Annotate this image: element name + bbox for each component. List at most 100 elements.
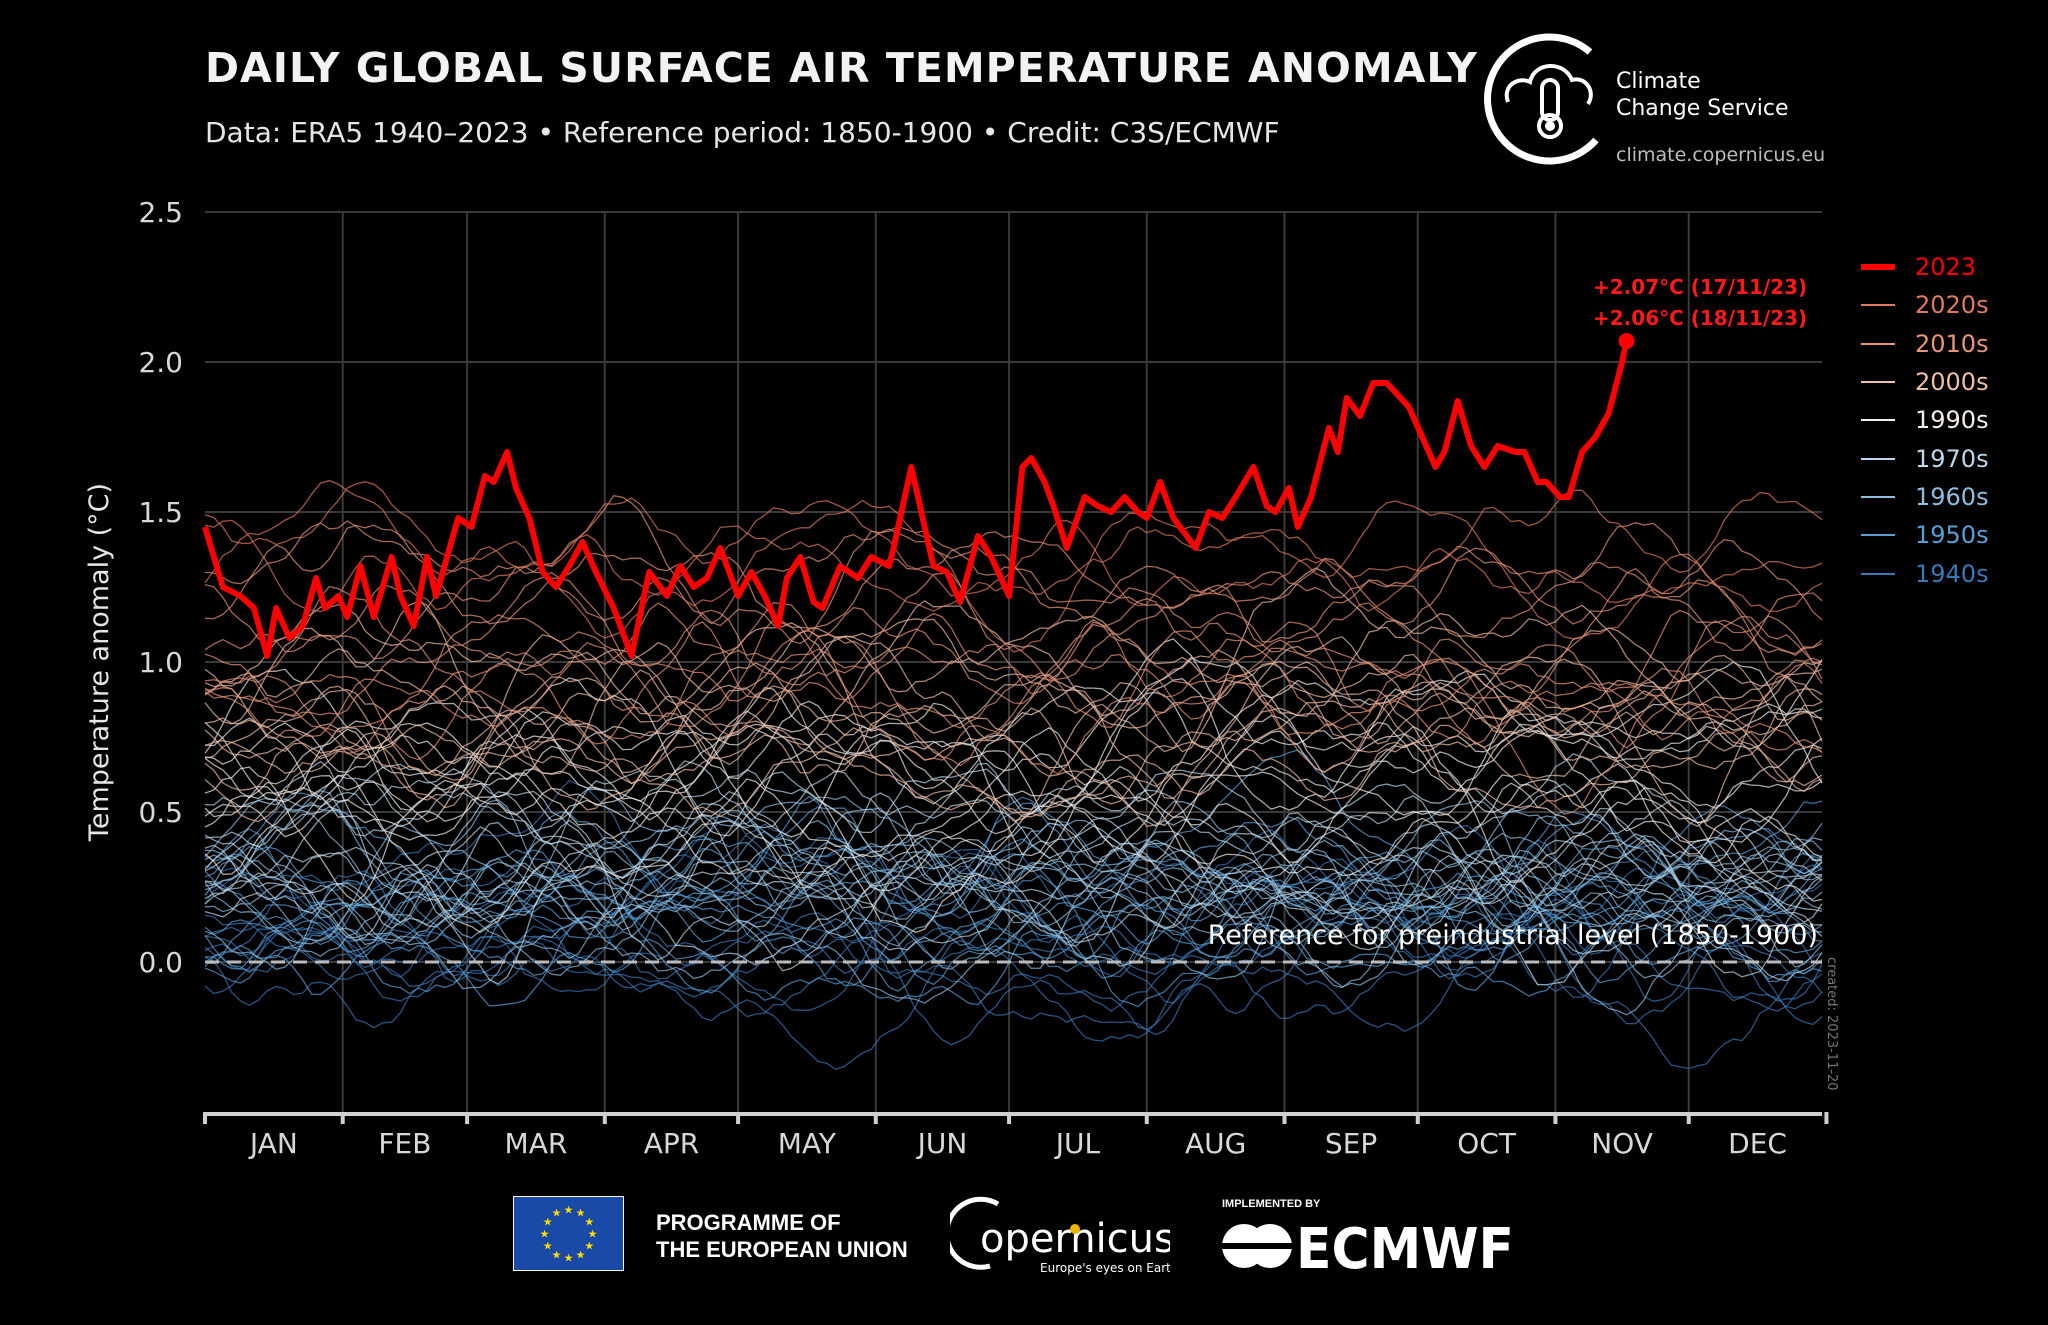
x-tick-label: DEC bbox=[1728, 1127, 1787, 1160]
climate-change-service-logo-icon bbox=[1484, 33, 1599, 165]
created-stamp: created: 2023-11-20 bbox=[1824, 957, 1839, 1091]
x-tick-label: MAR bbox=[505, 1127, 568, 1160]
x-tick-label: SEP bbox=[1325, 1127, 1377, 1160]
decade-line-2000s bbox=[204, 567, 1823, 793]
decade-line-1990s bbox=[204, 661, 1823, 892]
decade-line-1960s bbox=[204, 801, 1823, 959]
decade-line-1990s bbox=[204, 670, 1823, 803]
decade-line-1970s bbox=[204, 774, 1822, 961]
eu-star-icon: ★ bbox=[543, 1240, 553, 1253]
legend-swatch bbox=[1861, 495, 1895, 498]
decade-line-2010s bbox=[204, 571, 1823, 754]
ecmwf-logo: ECMWF bbox=[1222, 1218, 1514, 1274]
legend-item-2020s: 2020s bbox=[1861, 286, 1989, 324]
legend-label: 1990s bbox=[1915, 406, 1989, 435]
decade-line-2010s bbox=[204, 650, 1823, 761]
decade-line-1970s bbox=[204, 760, 1823, 923]
decade-line-2000s bbox=[204, 600, 1823, 746]
eu-star-icon: ★ bbox=[552, 1207, 562, 1220]
decade-line-1960s bbox=[204, 832, 1823, 980]
y-axis-title: Temperature anomaly (°C) bbox=[84, 483, 115, 842]
legend-swatch bbox=[1861, 304, 1895, 307]
decade-line-1990s bbox=[204, 725, 1823, 902]
legend-item-1990s: 1990s bbox=[1861, 401, 1989, 439]
decade-line-1990s bbox=[204, 638, 1823, 823]
copernicus-logo: opernicus Europe's eyes on Earth bbox=[950, 1196, 1170, 1275]
legend-item-1960s: 1960s bbox=[1861, 478, 1989, 516]
decade-line-2000s bbox=[204, 662, 1823, 827]
legend-item-1940s: 1940s bbox=[1861, 554, 1989, 592]
logo-text: Climate Change Service bbox=[1616, 68, 1789, 122]
x-tick-label: OCT bbox=[1457, 1127, 1517, 1160]
legend-label: 2020s bbox=[1915, 291, 1989, 320]
y-tick-label: 2.5 bbox=[138, 196, 183, 229]
decade-line-1970s bbox=[204, 790, 1823, 947]
y-tick-label: 1.5 bbox=[138, 496, 183, 529]
x-tick-label: AUG bbox=[1185, 1127, 1246, 1160]
logo-url[interactable]: climate.copernicus.eu bbox=[1616, 144, 1826, 166]
logo-line1: Climate bbox=[1616, 69, 1701, 94]
decade-line-1950s bbox=[204, 791, 1823, 926]
legend: 2023 2020s 2010s 2000s 1990s 1970s 1960s 1950s 1… bbox=[1861, 248, 1989, 593]
logo-line2: Change Service bbox=[1616, 96, 1789, 121]
x-tick-label: JUN bbox=[916, 1127, 968, 1160]
decade-line-1970s bbox=[204, 768, 1823, 878]
decade-line-1970s bbox=[204, 760, 1823, 929]
eu-star-icon: ★ bbox=[588, 1228, 598, 1241]
implemented-by-label: IMPLEMENTED BY bbox=[1222, 1198, 1321, 1210]
eu-star-icon: ★ bbox=[543, 1216, 553, 1229]
decade-line-1990s bbox=[204, 742, 1823, 934]
peak-marker bbox=[1618, 333, 1635, 349]
legend-item-1970s: 1970s bbox=[1861, 439, 1989, 477]
legend-label: 1960s bbox=[1915, 482, 1989, 511]
decade-line-1990s bbox=[204, 673, 1823, 843]
decade-line-2000s bbox=[204, 622, 1823, 823]
eu-star-icon: ★ bbox=[540, 1228, 550, 1241]
copernicus-wordmark: opernicus bbox=[980, 1216, 1170, 1262]
chart-title: DAILY GLOBAL SURFACE AIR TEMPERATURE ANO… bbox=[205, 44, 1478, 92]
eu-line1: PROGRAMME OF bbox=[656, 1210, 841, 1235]
decade-line-1960s bbox=[204, 788, 1823, 947]
decade-line-2020s bbox=[204, 499, 1823, 653]
legend-swatch bbox=[1861, 534, 1895, 537]
decade-line-1960s bbox=[204, 814, 1823, 989]
decade-line-2000s bbox=[204, 660, 1823, 818]
legend-swatch bbox=[1861, 381, 1895, 384]
copernicus-tagline: Europe's eyes on Earth bbox=[1040, 1261, 1170, 1275]
decade-line-1970s bbox=[204, 837, 1823, 986]
decade-line-1940s bbox=[204, 929, 1823, 1036]
legend-swatch bbox=[1861, 457, 1895, 460]
decade-line-1940s bbox=[204, 824, 1823, 1012]
legend-label: 1970s bbox=[1915, 444, 1989, 473]
legend-label: 1950s bbox=[1915, 521, 1989, 550]
annotation-2: +2.06°C (18/11/23) bbox=[1593, 306, 1807, 330]
legend-item-2023: 2023 bbox=[1861, 248, 1989, 286]
eu-programme-text: PROGRAMME OF THE EUROPEAN UNION bbox=[656, 1209, 908, 1263]
legend-label: 1940s bbox=[1915, 559, 1989, 588]
eu-star-icon: ★ bbox=[576, 1248, 586, 1261]
decade-line-1970s bbox=[204, 762, 1823, 924]
decade-lines bbox=[204, 479, 1823, 1071]
legend-item-1950s: 1950s bbox=[1861, 516, 1989, 554]
x-tick-label: NOV bbox=[1591, 1127, 1653, 1160]
decade-line-1990s bbox=[204, 763, 1823, 934]
eu-star-icon: ★ bbox=[564, 1252, 574, 1265]
x-axis: JAN FEB MAR APR MAY JUN JUL AUG SEP OCT NOV DEC bbox=[203, 1112, 1829, 1160]
legend-item-2010s: 2010s bbox=[1861, 325, 1989, 363]
legend-label: 2000s bbox=[1915, 368, 1989, 397]
x-tick-label: APR bbox=[644, 1127, 700, 1160]
legend-item-2000s: 2000s bbox=[1861, 363, 1989, 401]
y-tick-label: 0.5 bbox=[138, 796, 183, 829]
decade-line-1970s bbox=[204, 825, 1823, 978]
y-tick-label: 1.0 bbox=[138, 646, 183, 679]
decade-line-1970s bbox=[204, 807, 1823, 985]
decade-line-1960s bbox=[204, 795, 1823, 938]
series-2023-line bbox=[202, 338, 1633, 659]
eu-star-icon: ★ bbox=[564, 1204, 574, 1217]
decade-line-2020s bbox=[204, 479, 1823, 640]
y-tick-label: 0.0 bbox=[138, 946, 183, 979]
decade-line-2010s bbox=[204, 621, 1823, 775]
decade-line-1960s bbox=[204, 798, 1823, 944]
decade-line-2000s bbox=[204, 653, 1823, 822]
